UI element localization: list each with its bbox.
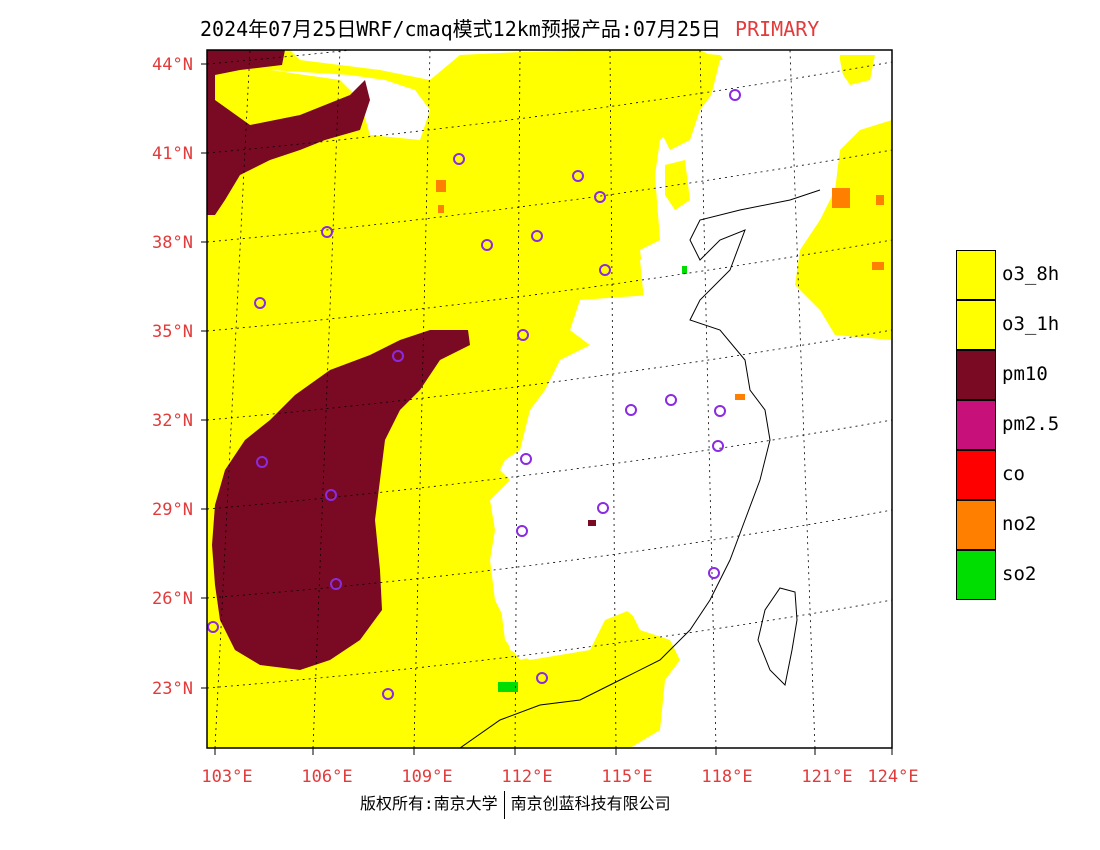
clear-area-northeast [690, 55, 850, 230]
legend-label-so2: so2 [1002, 563, 1037, 585]
legend-swatch-pm10 [956, 350, 996, 400]
latitude-labels: 23°N 26°N 29°N 32°N 35°N 38°N 41°N 44°N [152, 55, 193, 699]
legend-item-pm25: pm2.5 [956, 400, 1100, 450]
legend-item-co: co [956, 450, 1100, 500]
legend-swatch-co [956, 450, 996, 500]
lon-label-103: 103°E [201, 767, 252, 787]
coastline [459, 189, 821, 748]
no2-spot-4 [872, 262, 884, 270]
so2-spot-2 [682, 266, 687, 274]
lat-label-44: 44°N [152, 55, 193, 75]
o3-region-northeast [655, 50, 730, 150]
axis-ticks [201, 63, 893, 755]
legend-swatch-no2 [956, 500, 996, 550]
lat-label-41: 41°N [152, 144, 193, 164]
legend-item-so2: so2 [956, 550, 1100, 600]
no2-spot-5 [876, 195, 884, 205]
city-markers [207, 89, 741, 700]
legend-label-no2: no2 [1002, 513, 1037, 535]
legend-label-co: co [1002, 463, 1025, 485]
legend-item-no2: no2 [956, 500, 1100, 550]
no2-spot-1 [436, 180, 446, 192]
legend-swatch-o3-1h [956, 300, 996, 350]
legend-swatch-so2 [956, 550, 996, 600]
map-title: 2024年07月25日WRF/cmaq模式12km预报产品:07月25日 PRIM… [200, 13, 819, 42]
clear-area-north-plain [640, 220, 760, 320]
lat-label-29: 29°N [152, 500, 193, 520]
footer-divider [503, 790, 505, 819]
pollutant-legend: o3_8h o3_1h pm10 pm2.5 co no2 so2 [956, 250, 1100, 600]
legend-label-o3-1h: o3_1h [1002, 313, 1060, 335]
pm10-spot-1 [588, 520, 596, 526]
lat-label-38: 38°N [152, 233, 193, 253]
longitude-gridlines [214, 50, 816, 748]
lon-label-121: 121°E [801, 767, 852, 787]
legend-swatch-pm25 [956, 400, 996, 450]
lat-label-35: 35°N [152, 322, 193, 342]
lon-label-112: 112°E [501, 767, 552, 787]
clear-area-southeast-china [495, 295, 770, 660]
legend-item-pm10: pm10 [956, 350, 1100, 400]
legend-item-o3-8h: o3_8h [956, 250, 1100, 300]
no2-spot-3 [832, 188, 850, 208]
lat-label-26: 26°N [152, 589, 193, 609]
legend-swatch-o3-8h [956, 250, 996, 300]
pm10-region-northwest [207, 50, 370, 215]
o3-region-ne-corner [840, 55, 875, 85]
map-frame [206, 49, 893, 749]
clear-area-mongolia [270, 70, 430, 140]
no2-spot-2 [438, 205, 444, 213]
legend-label-pm25: pm2.5 [1002, 413, 1060, 435]
lat-label-23: 23°N [152, 679, 193, 699]
title-main: 2024年07月25日WRF/cmaq模式12km预报产品:07月25日 [200, 17, 722, 41]
no2-spot-6 [735, 394, 745, 400]
legend-label-o3-8h: o3_8h [1002, 263, 1060, 285]
primary-tag: PRIMARY [735, 17, 820, 41]
lon-label-118: 118°E [701, 767, 752, 787]
copyright-footer: 版权所有:南京大学 南京创蓝科技有限公司 [360, 790, 671, 819]
so2-spot-1 [498, 682, 518, 692]
footer-copyright: 版权所有:南京大学 [360, 794, 498, 813]
o3-region-east-sea [795, 120, 892, 340]
latitude-gridlines [207, 50, 892, 689]
pm10-region-southwest [212, 330, 470, 670]
legend-item-o3-1h: o3_1h [956, 300, 1100, 350]
lon-label-124: 124°E [867, 767, 918, 787]
longitude-labels: 103°E 106°E 109°E 112°E 115°E 118°E 121°… [201, 767, 918, 787]
lon-label-106: 106°E [301, 767, 352, 787]
legend-label-pm10: pm10 [1002, 363, 1048, 385]
taiwan-outline [757, 587, 798, 687]
lon-label-109: 109°E [401, 767, 452, 787]
footer-company: 南京创蓝科技有限公司 [510, 794, 671, 813]
lat-label-32: 32°N [152, 411, 193, 431]
lon-label-115: 115°E [601, 767, 652, 787]
